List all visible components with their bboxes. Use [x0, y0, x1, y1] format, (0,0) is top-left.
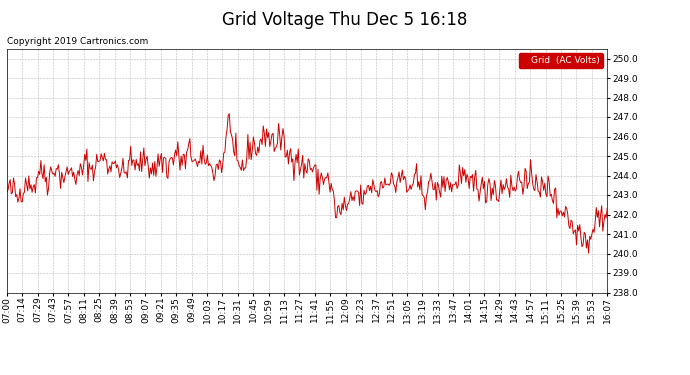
- Text: Grid Voltage Thu Dec 5 16:18: Grid Voltage Thu Dec 5 16:18: [222, 11, 468, 29]
- Legend: Grid  (AC Volts): Grid (AC Volts): [519, 53, 602, 68]
- Text: Copyright 2019 Cartronics.com: Copyright 2019 Cartronics.com: [7, 38, 148, 46]
